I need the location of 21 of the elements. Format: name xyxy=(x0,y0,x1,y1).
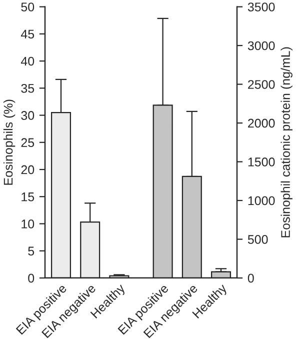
y2-axis-title: Eosinophil cationic protein (ng/mL) xyxy=(280,47,292,238)
y-tick-label: 25 xyxy=(21,138,34,148)
y-tick-label: 10 xyxy=(22,220,34,228)
y-tick-label: 45 xyxy=(20,30,34,39)
y-tick-label: 30 xyxy=(21,111,34,120)
y-tick-label: 35 xyxy=(21,84,34,93)
y2-tick-label: 3500 xyxy=(248,2,275,12)
y2-tick-label: 3000 xyxy=(248,41,275,50)
y-tick-label: 40 xyxy=(20,56,34,66)
y2-tick-label: 2500 xyxy=(248,80,275,89)
y-axis-title: Eosinophils (%) xyxy=(3,100,16,185)
y2-tick-label: 0 xyxy=(248,274,254,283)
y2-tick-label: 1000 xyxy=(248,196,275,206)
y-tick-label: 0 xyxy=(28,274,34,283)
y-tick-label: 20 xyxy=(21,165,34,174)
y-tick-label: 5 xyxy=(28,246,34,256)
y-tick-label: 50 xyxy=(21,2,34,12)
y2-tick-label: 500 xyxy=(248,235,268,244)
y2-tick-label: 1500 xyxy=(248,158,275,166)
y-tick-label: 15 xyxy=(22,192,34,202)
y2-tick-label: 2000 xyxy=(248,118,275,128)
